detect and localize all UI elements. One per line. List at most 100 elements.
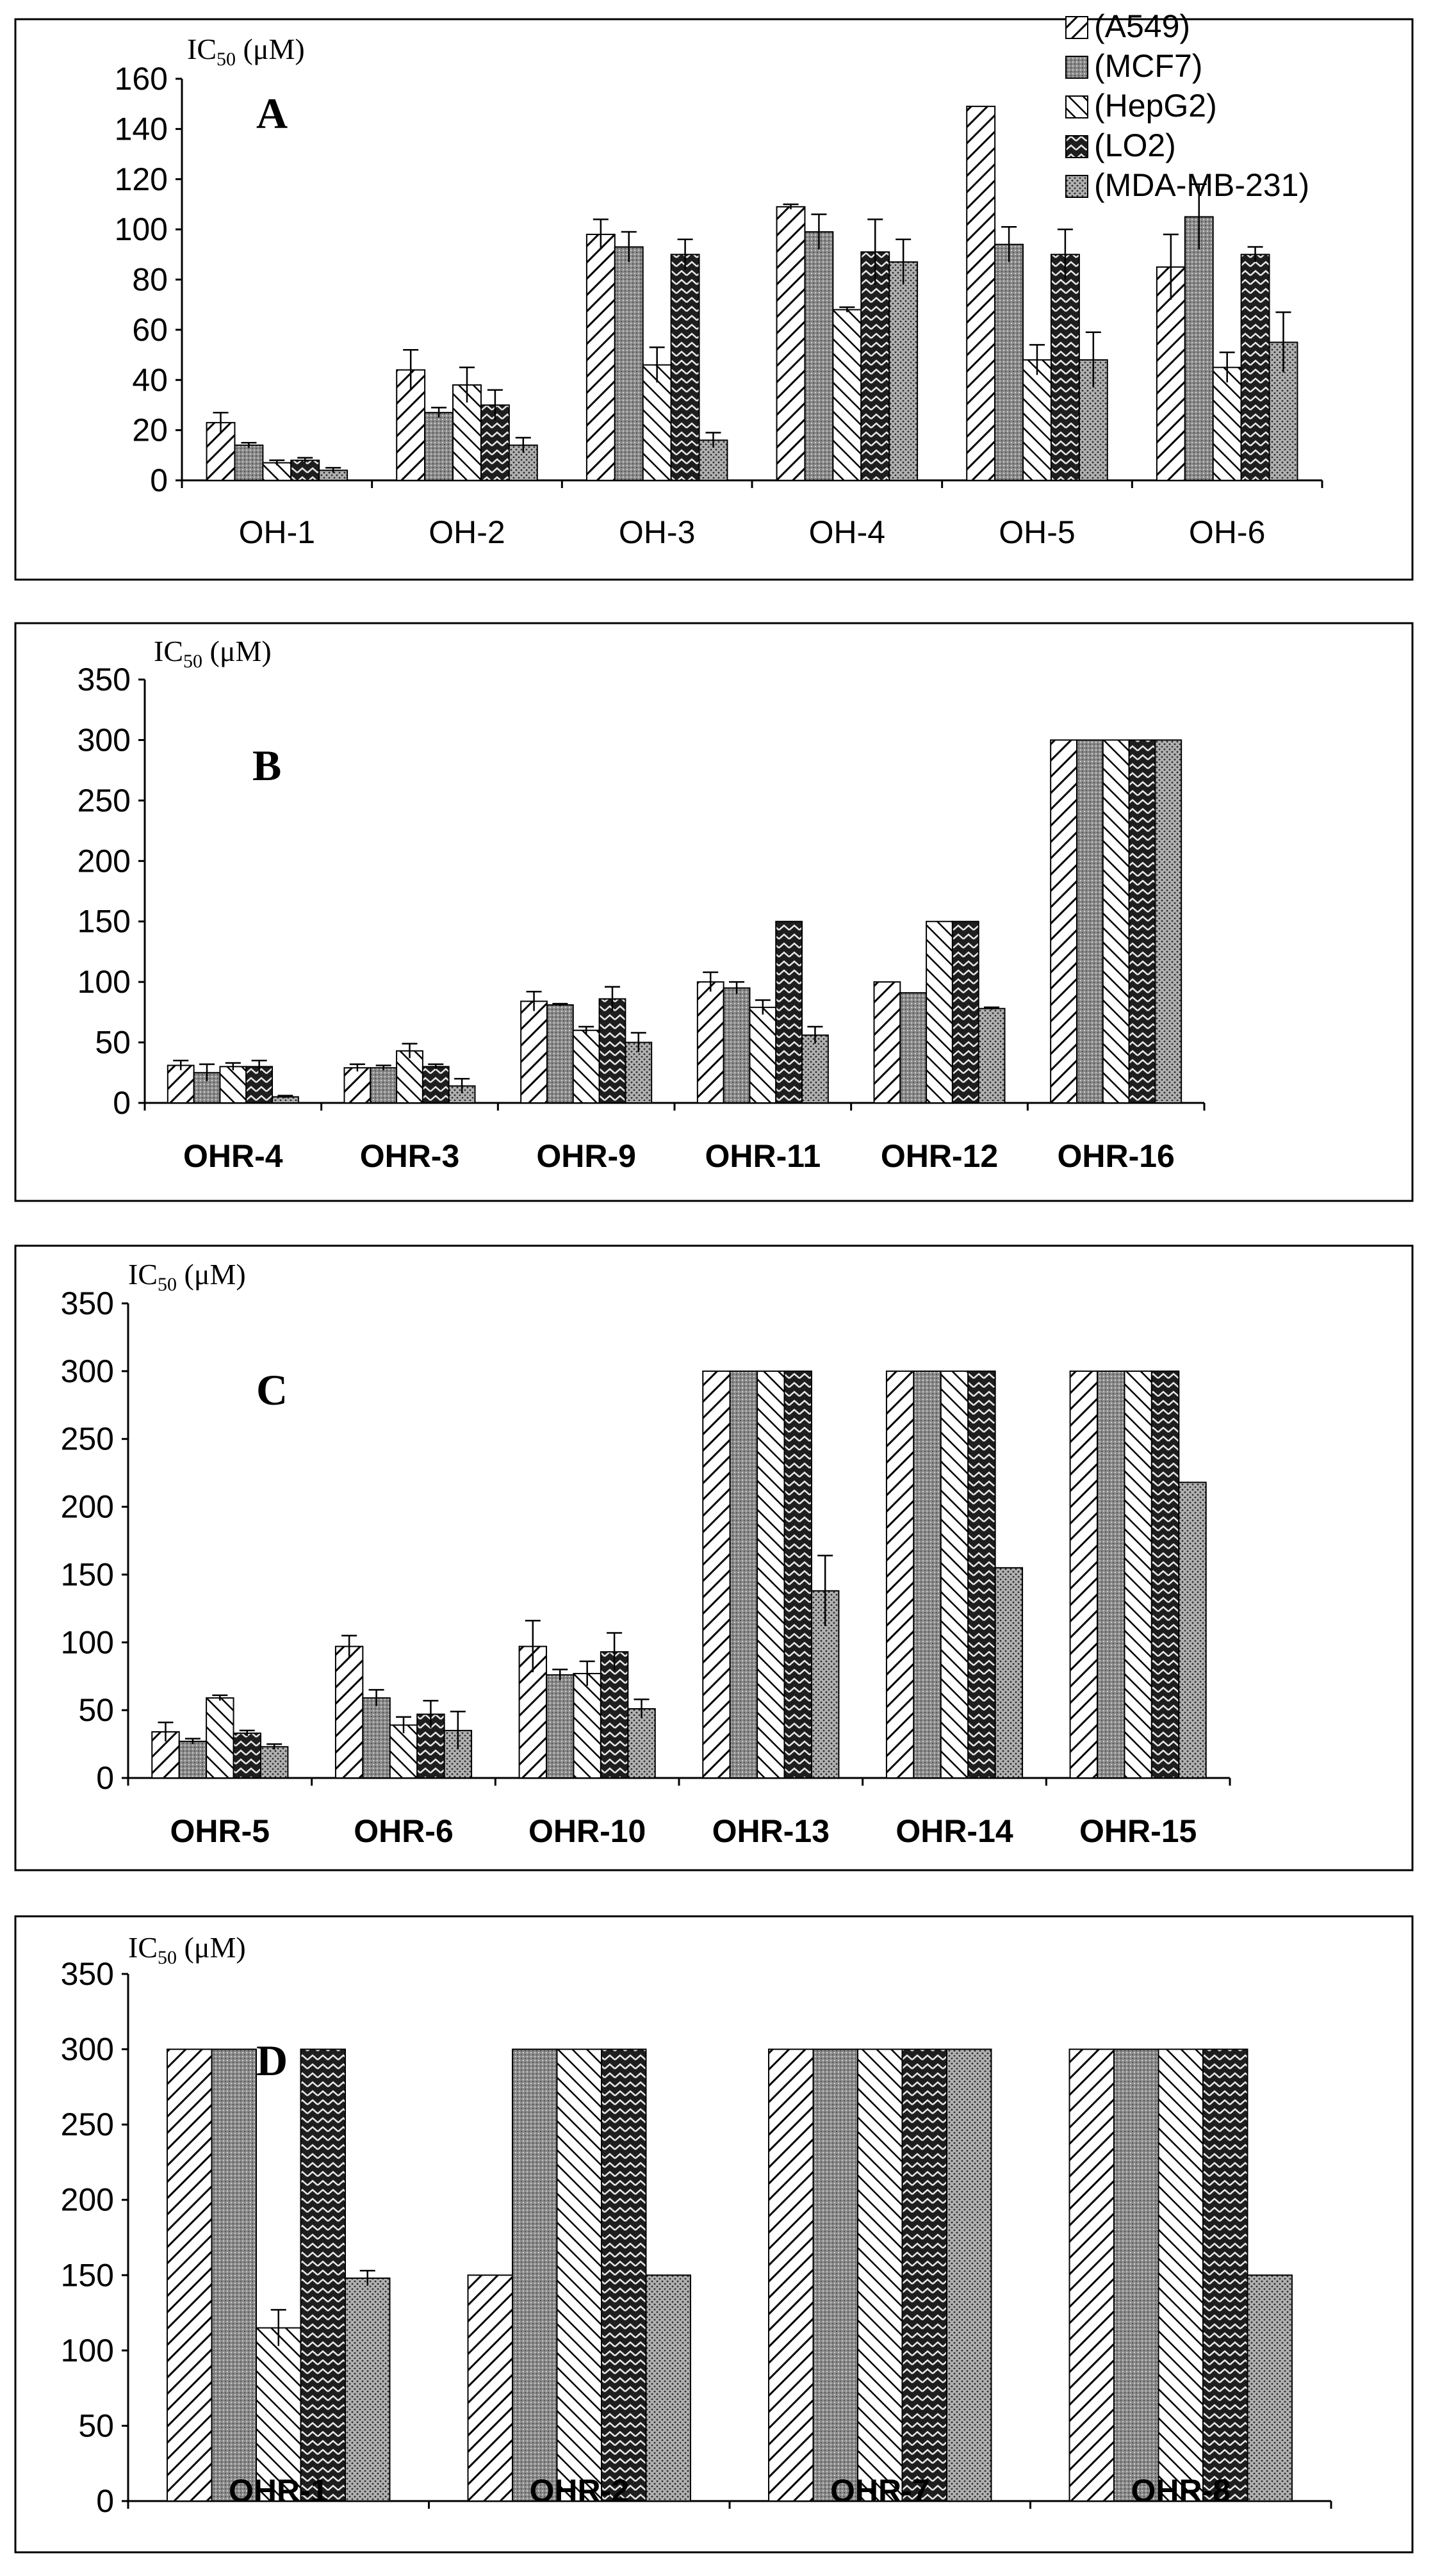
bar	[556, 2048, 602, 2502]
bar	[585, 233, 616, 481]
bar	[1113, 2048, 1159, 2502]
bar	[1076, 739, 1104, 1104]
bar	[899, 992, 928, 1104]
bar	[233, 1732, 261, 1779]
y-tick-label: 0	[96, 2483, 114, 2519]
bar	[362, 1697, 391, 1779]
bar	[334, 1645, 364, 1779]
bar	[749, 1006, 777, 1104]
bar	[600, 2048, 647, 2502]
bar	[259, 1746, 289, 1779]
y-tick-label: 60	[132, 312, 168, 348]
category-label: OHR-16	[1057, 1138, 1174, 1174]
bar	[645, 2274, 691, 2502]
bar	[211, 2048, 258, 2502]
y-tick-label: 150	[61, 2257, 114, 2293]
bar	[1212, 366, 1242, 481]
y-tick-label: 40	[132, 362, 168, 398]
bar	[729, 1370, 758, 1779]
y-tick-label: 0	[150, 462, 168, 498]
bar	[940, 1370, 969, 1779]
bar	[206, 1697, 234, 1779]
bar	[768, 2048, 814, 2502]
bar	[1150, 1370, 1180, 1779]
panel-letter: D	[256, 2036, 288, 2085]
category-label: OHR-12	[881, 1138, 998, 1174]
category-label: OHR-1	[229, 2473, 329, 2509]
bar	[913, 1370, 942, 1779]
category-label: OHR-11	[705, 1138, 821, 1174]
bar	[945, 2048, 992, 2502]
legend-swatch	[1065, 175, 1088, 198]
panel-frame	[14, 18, 1414, 581]
bar	[234, 444, 264, 482]
y-tick-label: 350	[78, 662, 131, 697]
bar	[1097, 1370, 1125, 1779]
bar	[1240, 254, 1270, 481]
legend-label: (MDA-MB-231)	[1094, 167, 1309, 203]
y-tick-label: 350	[61, 1285, 114, 1321]
legend-label: (A549)	[1094, 8, 1190, 44]
bar	[546, 1674, 575, 1779]
bar	[812, 2048, 859, 2502]
y-tick-label: 50	[78, 2408, 114, 2443]
y-tick-label: 200	[78, 843, 131, 879]
bar	[873, 981, 901, 1104]
y-tick-label: 100	[115, 211, 168, 247]
chart-panel-A: 0 20 40 60 80 100 120 140 160 IC50 (μM) A OH-1 OH-2 O…	[14, 8, 1414, 581]
category-label: OH-6	[1189, 514, 1265, 550]
y-tick-label: 120	[115, 161, 168, 197]
y-tick-label: 250	[61, 2107, 114, 2142]
bar	[994, 243, 1024, 481]
y-tick-label: 0	[113, 1085, 131, 1121]
bar	[1202, 2048, 1248, 2502]
panel-frame	[14, 622, 1414, 1202]
bar	[951, 920, 979, 1104]
bar	[512, 2048, 558, 2502]
bar	[888, 261, 919, 481]
legend: (A549) (MCF7) (HepG2)(LO2) (MDA-MB-231)	[1065, 8, 1309, 203]
y-axis-label: IC50 (μM)	[128, 1931, 246, 1968]
bar	[396, 1050, 423, 1104]
legend-swatch	[1065, 135, 1088, 158]
y-axis-label: IC50 (μM)	[154, 635, 272, 672]
legend-label: (HepG2)	[1094, 88, 1217, 124]
bar	[167, 1064, 195, 1104]
bar	[300, 2048, 346, 2502]
y-tick-label: 50	[78, 1692, 114, 1728]
bar	[424, 412, 454, 481]
y-axis-label: IC50 (μM)	[187, 33, 305, 70]
y-tick-label: 300	[78, 722, 131, 758]
category-label: OH-2	[429, 514, 505, 550]
bar	[775, 920, 803, 1104]
bar	[901, 2048, 947, 2502]
bar	[978, 1007, 1006, 1104]
category-label: OHR-10	[528, 1813, 646, 1849]
bar	[600, 1651, 629, 1779]
panel-letter: B	[252, 741, 281, 790]
category-label: OHR-6	[354, 1813, 454, 1849]
bar	[783, 1370, 812, 1779]
legend-label: (MCF7)	[1094, 48, 1202, 84]
bar	[801, 1034, 829, 1104]
y-tick-label: 200	[61, 2182, 114, 2218]
legend-swatch	[1065, 16, 1088, 39]
bar	[1247, 2274, 1293, 2502]
bar	[167, 2048, 213, 2502]
bar	[1068, 2048, 1115, 2502]
panel-letter: C	[256, 1365, 288, 1414]
bar	[370, 1067, 398, 1104]
bar	[546, 1004, 574, 1104]
bar	[926, 920, 953, 1104]
y-tick-label: 0	[96, 1760, 114, 1796]
bar	[804, 231, 834, 481]
category-label: OHR-5	[170, 1813, 270, 1849]
y-tick-label: 50	[95, 1025, 131, 1061]
category-label: OH-4	[809, 514, 885, 550]
category-label: OH-3	[619, 514, 695, 550]
y-axis-label: IC50 (μM)	[128, 1258, 246, 1295]
bar	[290, 459, 320, 482]
legend-label: (LO2)	[1094, 127, 1176, 163]
category-label: OHR-8	[1131, 2473, 1231, 2509]
